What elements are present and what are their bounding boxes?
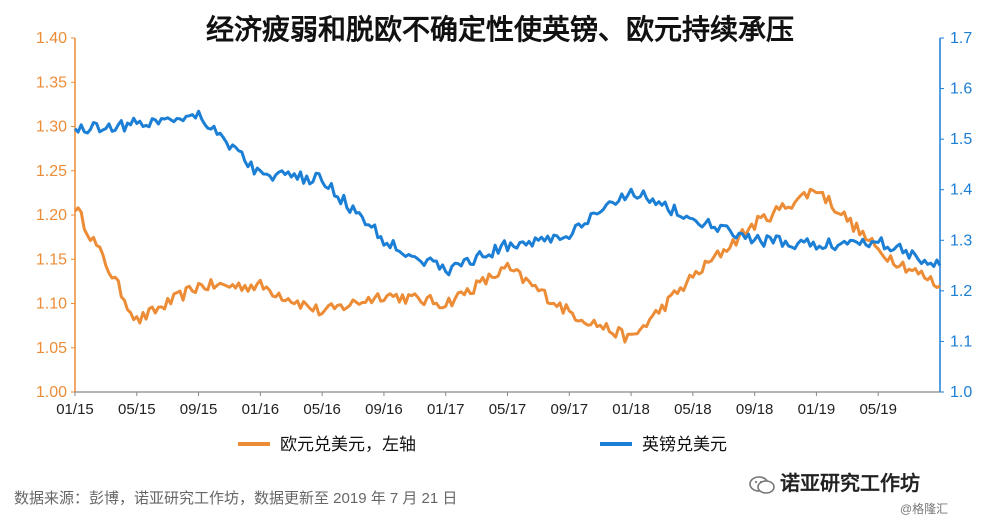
series-line-eur-usd bbox=[73, 187, 941, 344]
right-tick-label: 1.6 bbox=[950, 81, 972, 98]
axes: 1.00 1.05 1.10 1.15 1.20 1.25 1.30 1.35 1.40 1.0 1… bbox=[36, 30, 972, 418]
x-tick-label: 09/15 bbox=[180, 401, 218, 418]
left-tick-label: 1.35 bbox=[36, 74, 67, 91]
x-tick-label: 05/17 bbox=[489, 401, 527, 418]
legend-label: 欧元兑美元，左轴 bbox=[280, 435, 416, 454]
x-tick-label: 05/15 bbox=[118, 401, 156, 418]
x-tick-label: 09/16 bbox=[365, 401, 403, 418]
right-tick-label: 1.2 bbox=[950, 283, 972, 300]
legend-label: 英镑兑美元 bbox=[642, 435, 727, 454]
watermark: @格隆汇 bbox=[900, 502, 949, 516]
left-tick-label: 1.05 bbox=[36, 340, 67, 357]
right-tick-label: 1.1 bbox=[950, 333, 972, 350]
x-tick-label: 01/18 bbox=[612, 401, 650, 418]
series-layer bbox=[73, 109, 942, 344]
legend: 欧元兑美元，左轴 英镑兑美元 bbox=[238, 435, 727, 454]
series-line-gbp-usd bbox=[73, 109, 942, 277]
right-tick-label: 1.3 bbox=[950, 232, 972, 249]
x-tick-label: 05/16 bbox=[303, 401, 341, 418]
left-tick-label: 1.10 bbox=[36, 296, 67, 313]
chart-title: 经济疲弱和脱欧不确定性使英镑、欧元持续承压 bbox=[205, 14, 794, 45]
right-tick-label: 1.4 bbox=[950, 182, 972, 199]
source-note: 数据来源：彭博，诺亚研究工作坊，数据更新至 2019 年 7 月 21 日 bbox=[14, 490, 458, 507]
left-tick-label: 1.40 bbox=[36, 30, 67, 47]
wechat-icon bbox=[749, 475, 775, 494]
x-tick-label: 01/16 bbox=[242, 401, 280, 418]
right-tick-label: 1.7 bbox=[950, 30, 972, 47]
brand-name: 诺亚研究工作坊 bbox=[780, 473, 920, 495]
x-tick-label: 01/19 bbox=[798, 401, 836, 418]
x-tick-label: 01/17 bbox=[427, 401, 465, 418]
left-tick-label: 1.25 bbox=[36, 163, 67, 180]
right-tick-label: 1.5 bbox=[950, 131, 972, 148]
left-tick-label: 1.15 bbox=[36, 251, 67, 268]
x-tick-label: 05/18 bbox=[674, 401, 712, 418]
left-tick-label: 1.20 bbox=[36, 207, 67, 224]
x-tick-label: 09/18 bbox=[736, 401, 774, 418]
x-tick-label: 01/15 bbox=[56, 401, 94, 418]
x-tick-label: 09/17 bbox=[551, 401, 589, 418]
x-tick-label: 05/19 bbox=[859, 401, 897, 418]
brand-logo: 诺亚研究工作坊 bbox=[748, 467, 920, 496]
left-tick-label: 1.30 bbox=[36, 119, 67, 136]
right-tick-label: 1.0 bbox=[950, 384, 972, 401]
left-tick-label: 1.00 bbox=[36, 384, 67, 401]
